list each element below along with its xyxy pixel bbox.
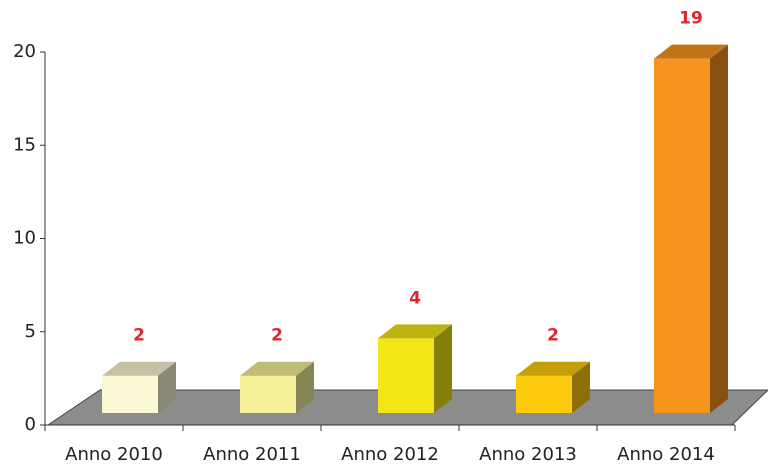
y-tick-label: 15 (13, 134, 36, 155)
bar-side (158, 361, 176, 413)
x-tick-label: Anno 2012 (341, 444, 439, 465)
y-tick-label: 10 (13, 228, 36, 249)
bar-top (654, 44, 728, 59)
bar-side (296, 361, 314, 413)
bar-top (102, 361, 176, 376)
bar-top (378, 324, 452, 339)
x-tick-label: Anno 2011 (203, 444, 301, 465)
data-label: 19 (679, 9, 703, 29)
bar (654, 58, 710, 414)
x-tick-label: Anno 2014 (617, 444, 715, 465)
data-label: 2 (547, 326, 559, 346)
y-tick-label: 5 (25, 321, 36, 342)
data-label: 2 (133, 326, 145, 346)
y-tick-label: 20 (13, 41, 36, 62)
bar (102, 375, 158, 413)
bar-top (240, 361, 314, 376)
x-tick-label: Anno 2013 (479, 444, 577, 465)
data-label: 4 (409, 288, 421, 308)
bar-top (516, 361, 590, 376)
bar (240, 375, 296, 413)
y-tick-label: 0 (25, 414, 36, 435)
bar-side (710, 44, 728, 414)
bar-side (572, 361, 590, 413)
data-label: 2 (271, 326, 283, 346)
bar (516, 375, 572, 413)
bar (378, 338, 434, 413)
x-tick-label: Anno 2010 (65, 444, 163, 465)
bar-side (434, 324, 452, 413)
